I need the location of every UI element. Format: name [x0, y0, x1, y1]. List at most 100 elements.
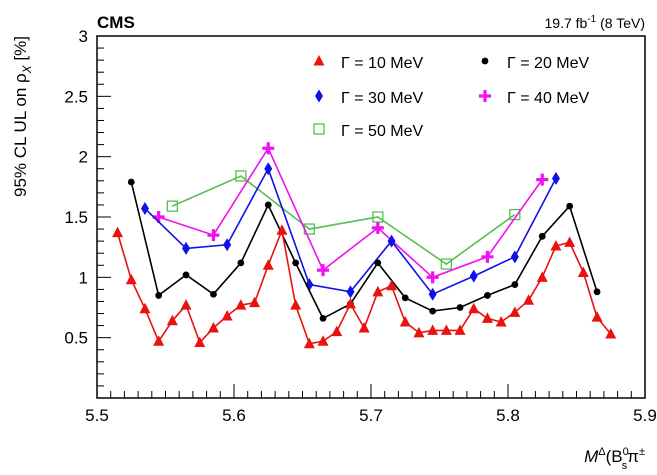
data-point — [319, 314, 327, 322]
data-point — [125, 273, 137, 285]
data-point — [207, 322, 219, 333]
data-point — [237, 259, 245, 267]
data-point — [593, 288, 601, 296]
series-2 — [140, 162, 560, 301]
series-line — [144, 166, 557, 296]
legend-label: Γ = 50 MeV — [341, 123, 424, 140]
legend-entry: Γ = 10 MeV — [313, 55, 424, 72]
data-point — [550, 239, 562, 251]
legend-label: Γ = 40 MeV — [507, 90, 590, 107]
data-point — [235, 170, 247, 182]
series-0 — [112, 224, 617, 349]
x-tick-label: 5.6 — [222, 406, 246, 425]
data-point — [166, 314, 178, 326]
y-axis-title: 95% CL UL on ρX [%] — [11, 36, 34, 197]
y-tick-label: 3 — [79, 27, 88, 46]
data-point — [495, 315, 507, 327]
data-point — [221, 309, 233, 321]
data-point — [166, 200, 179, 212]
data-point — [264, 201, 272, 209]
data-point — [564, 236, 576, 247]
legend-marker — [313, 55, 325, 66]
y-tick-label: 2 — [79, 148, 88, 167]
data-point — [481, 250, 494, 263]
x-tick-label: 5.7 — [359, 406, 383, 425]
data-point — [262, 142, 275, 155]
data-point — [264, 162, 273, 176]
data-point — [317, 335, 329, 346]
legend-label: Γ = 10 MeV — [341, 55, 424, 72]
data-point — [182, 241, 191, 255]
data-point — [469, 269, 478, 283]
data-point — [374, 259, 382, 267]
experiment-label: CMS — [97, 13, 135, 32]
data-point — [182, 271, 190, 279]
data-point — [155, 292, 163, 299]
data-point — [440, 258, 453, 270]
data-point — [223, 238, 232, 252]
data-point — [536, 271, 548, 282]
legend-entry: Γ = 20 MeV — [481, 55, 590, 72]
data-point — [484, 292, 491, 299]
series-line — [158, 146, 543, 279]
series-layer — [112, 142, 617, 349]
data-point — [428, 287, 437, 301]
data-point — [207, 229, 220, 242]
legend-entry: Γ = 50 MeV — [313, 123, 424, 140]
series-line — [130, 181, 598, 320]
data-point — [140, 202, 149, 216]
legend-label: Γ = 20 MeV — [507, 55, 590, 72]
x-tick-label: 5.8 — [496, 406, 520, 425]
data-point — [371, 221, 384, 234]
legend-label: Γ = 30 MeV — [341, 90, 424, 107]
x-axis-title: MΔ(B0 sπ± — [584, 446, 645, 472]
data-point — [372, 285, 384, 297]
y-tick-label: 0.5 — [64, 329, 88, 348]
data-point — [456, 304, 464, 311]
y-tick-label: 1.5 — [64, 208, 88, 227]
data-point — [413, 326, 425, 338]
data-point — [249, 296, 261, 308]
data-point — [429, 307, 437, 315]
data-point — [401, 294, 409, 302]
data-point — [551, 171, 560, 185]
data-point — [427, 324, 439, 335]
data-point — [605, 328, 617, 339]
legend-marker — [313, 123, 325, 135]
data-point — [194, 336, 206, 347]
data-point — [577, 266, 589, 278]
data-point — [127, 178, 135, 186]
data-point — [387, 234, 396, 248]
data-point — [510, 250, 519, 264]
data-point — [139, 302, 151, 314]
data-point — [210, 290, 217, 298]
data-point — [290, 299, 302, 310]
series-line — [171, 175, 516, 266]
data-point — [303, 337, 315, 349]
data-point — [454, 324, 466, 335]
data-point — [153, 335, 165, 346]
x-tick-label: 5.5 — [85, 406, 109, 425]
data-point — [112, 226, 124, 238]
axes: 5.5 5.6 5.7 5.8 5.9 0.5 1 1.5 2 2.5 3 — [64, 27, 656, 425]
data-point — [180, 299, 192, 310]
data-point — [235, 299, 247, 310]
data-point — [358, 322, 370, 333]
data-point — [292, 259, 300, 267]
y-tick-label: 2.5 — [64, 87, 88, 106]
legend-marker — [479, 90, 491, 102]
data-point — [509, 208, 521, 221]
data-point — [481, 312, 493, 323]
series-3 — [152, 142, 549, 284]
data-point — [346, 285, 355, 299]
data-point — [468, 302, 480, 314]
legend-marker — [315, 89, 323, 103]
data-point — [536, 173, 549, 186]
x-tick-label: 5.9 — [633, 406, 657, 425]
data-point — [523, 294, 535, 305]
data-point — [276, 224, 288, 235]
luminosity-label: 19.7 fb-1 (8 TeV) — [545, 14, 646, 31]
legend: Γ = 10 MeV Γ = 20 MeV Γ = 30 MeV Γ = 40 MeV… — [313, 55, 590, 140]
data-point — [331, 325, 343, 337]
